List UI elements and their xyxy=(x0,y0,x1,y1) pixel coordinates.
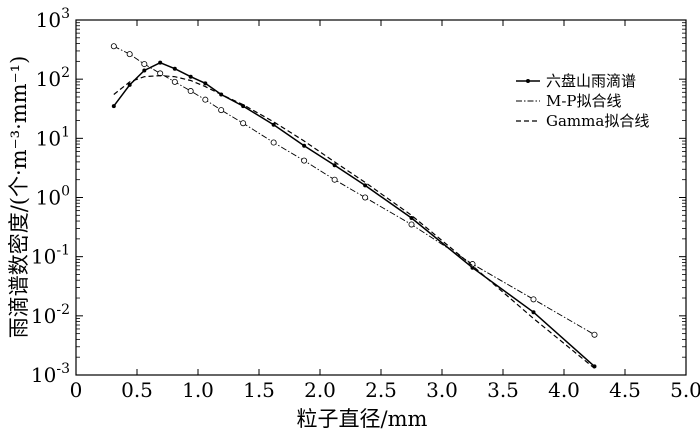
series-2 xyxy=(110,43,598,338)
x-tick-label: 4.0 xyxy=(548,378,580,402)
series-line xyxy=(113,45,595,336)
y-tick-label: 102 xyxy=(36,65,70,91)
data-point xyxy=(111,104,116,109)
data-point xyxy=(301,157,308,164)
legend-item: 六盘山雨滴谱 xyxy=(516,72,636,90)
y-tick-label: 101 xyxy=(36,124,70,150)
data-point xyxy=(363,183,368,188)
x-tick-label: 1.0 xyxy=(182,378,214,402)
x-tick-label: 5.0 xyxy=(670,378,700,402)
legend-label: M-P拟合线 xyxy=(546,92,622,110)
data-point xyxy=(172,66,177,71)
data-point xyxy=(271,122,276,127)
x-tick-label: 3.0 xyxy=(426,378,458,402)
data-point xyxy=(188,74,193,79)
data-point xyxy=(240,120,247,127)
legend-item: M-P拟合线 xyxy=(516,92,622,110)
data-point xyxy=(203,81,208,86)
axis-ticks: 0 0.5 1.0 1.5 2.0 2.5 3.0 3.5 4.0 4.5 5.0 10-3 10-2 1… xyxy=(31,6,700,402)
data-point xyxy=(171,78,178,85)
data-point xyxy=(127,82,132,87)
series-3 xyxy=(113,74,595,369)
x-tick-label: 2.5 xyxy=(365,378,397,402)
data-point xyxy=(302,143,307,148)
data-point xyxy=(530,296,537,303)
y-tick-label: 103 xyxy=(36,6,70,32)
data-point xyxy=(110,43,117,50)
data-point xyxy=(331,176,338,183)
series-line xyxy=(113,74,595,369)
data-point xyxy=(241,104,246,109)
x-tick-label: 0 xyxy=(70,378,83,402)
x-tick-label: 1.5 xyxy=(243,378,275,402)
data-point xyxy=(187,88,194,95)
data-point xyxy=(591,331,598,338)
data-point xyxy=(332,163,337,168)
x-tick-label: 4.5 xyxy=(609,378,641,402)
data-point xyxy=(409,216,414,221)
y-tick-label: 10-1 xyxy=(31,243,70,269)
x-tick-label: 3.5 xyxy=(487,378,519,402)
data-point xyxy=(531,310,536,315)
data-point xyxy=(218,107,225,114)
data-point xyxy=(141,61,148,68)
series-layer xyxy=(110,43,598,369)
x-axis-title: 粒子直径/mm xyxy=(297,407,428,431)
data-point xyxy=(408,221,415,228)
series-1 xyxy=(111,60,597,369)
legend-marker xyxy=(526,79,530,83)
y-tick-label: 10-2 xyxy=(31,302,70,328)
data-point xyxy=(362,194,369,201)
x-tick-label: 0.5 xyxy=(121,378,153,402)
series-line xyxy=(113,61,595,367)
legend: 六盘山雨滴谱 M-P拟合线 Gamma拟合线 xyxy=(516,72,649,130)
data-point xyxy=(202,96,209,103)
legend-label: 六盘山雨滴谱 xyxy=(546,72,636,90)
data-point xyxy=(126,51,133,58)
legend-item: Gamma拟合线 xyxy=(516,112,649,130)
legend-label: Gamma拟合线 xyxy=(546,112,649,130)
x-tick-label: 2.0 xyxy=(304,378,336,402)
data-point xyxy=(142,68,147,73)
data-point xyxy=(270,139,277,146)
y-axis-title: 雨滴谱数密度/(个·m⁻³·mm⁻¹) xyxy=(7,56,31,339)
y-tick-label: 10-3 xyxy=(31,361,70,387)
data-point xyxy=(158,60,163,65)
y-tick-label: 100 xyxy=(36,184,70,210)
